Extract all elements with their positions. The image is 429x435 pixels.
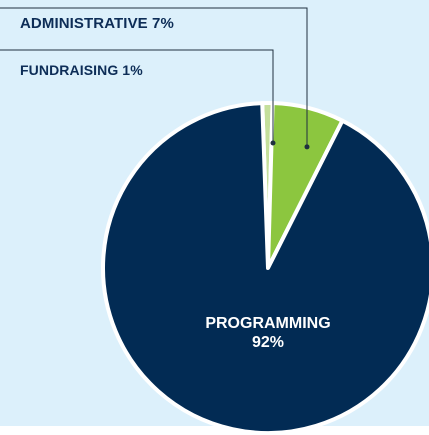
leader-lines <box>0 7 310 150</box>
leader-dot-administrative <box>304 144 310 150</box>
programming-label-name: PROGRAMMING <box>205 315 331 332</box>
leader-line-fundraising <box>0 49 274 143</box>
pie-slices <box>101 100 429 435</box>
leader-line-administrative <box>0 7 308 147</box>
programming-label-value: 92% <box>251 334 285 351</box>
leader-dot-fundraising <box>270 140 276 146</box>
programming-label: PROGRAMMING 92% <box>178 314 358 352</box>
administrative-label: ADMINISTRATIVE 7% <box>20 15 174 32</box>
fundraising-label: FUNDRAISING 1% <box>20 62 143 78</box>
